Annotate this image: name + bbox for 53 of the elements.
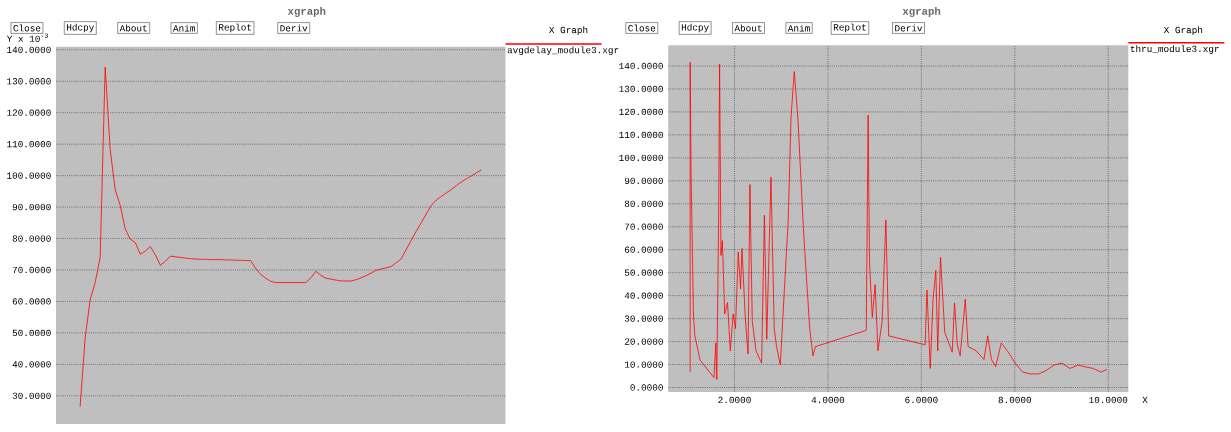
y-axis-title: Y x 10$^{-3}$: [6, 33, 48, 42]
text: Replot: [833, 23, 866, 33]
y-tick-label: 140.0000: [7, 46, 51, 53]
y-tick-label: 90.0000: [12, 203, 51, 211]
y-tick-label: 130.0000: [619, 85, 663, 93]
text: Close: [13, 24, 41, 32]
text: Deriv: [280, 24, 308, 32]
y-tick-label: 120.0000: [7, 109, 51, 116]
y-tick-label: 70.0000: [12, 266, 51, 274]
y-tick-label: 60.0000: [624, 246, 663, 253]
y-tick-label: 60.0000: [12, 298, 51, 305]
y-tick-label: 110.0000: [7, 140, 51, 148]
text: thru_module3.xgr: [1130, 45, 1219, 54]
chart-title: xgraph: [902, 6, 941, 17]
text: About: [734, 24, 762, 32]
text: X Graph: [1163, 26, 1203, 35]
text: Anim: [787, 24, 810, 32]
text: Hdcpy: [681, 23, 709, 33]
y-tick-label: 100.0000: [619, 154, 663, 161]
y-tick-label: 120.0000: [619, 108, 663, 116]
text: Deriv: [895, 24, 923, 32]
y-tick-label: 0.0000: [630, 384, 663, 391]
text: Hdcpy: [67, 23, 94, 33]
line-series: [689, 61, 1108, 380]
x-tick-label: 10.0000: [1089, 396, 1128, 404]
x-tick-label: 4.0000: [811, 396, 845, 404]
y-tick-label: 90.0000: [624, 177, 663, 184]
x-axis-title: X: [1142, 396, 1148, 403]
y-tick-label: 10.0000: [624, 361, 663, 368]
y-tick-label: 20.0000: [624, 338, 663, 345]
text: Close: [628, 24, 656, 32]
y-tick-label: 30.0000: [12, 392, 51, 399]
y-tick-label: 80.0000: [12, 235, 51, 242]
x-tick-label: 2.0000: [718, 396, 751, 404]
y-tick-label: 80.0000: [624, 200, 663, 207]
y-tick-label: 40.0000: [624, 292, 663, 299]
x-tick-label: 6.0000: [905, 396, 938, 404]
text: Anim: [172, 24, 195, 32]
y-tick-label: 110.0000: [619, 131, 663, 139]
x-tick-label: 8.0000: [998, 396, 1032, 404]
y-tick-label: 70.0000: [624, 223, 663, 230]
text: avgdelay_module3.xgr: [507, 46, 619, 56]
y-tick-label: 100.0000: [7, 172, 51, 179]
y-tick-label: 40.0000: [12, 361, 51, 368]
y-tick-label: 30.0000: [624, 315, 663, 322]
text: X Graph: [549, 26, 588, 35]
y-tick-label: 50.0000: [624, 269, 663, 276]
text: Replot: [219, 23, 251, 33]
y-tick-label: 140.0000: [619, 62, 663, 70]
text: About: [119, 24, 147, 32]
y-tick-label: 50.0000: [12, 329, 51, 337]
y-tick-label: 130.0000: [7, 78, 51, 85]
chart-title: xgraph: [287, 6, 326, 17]
